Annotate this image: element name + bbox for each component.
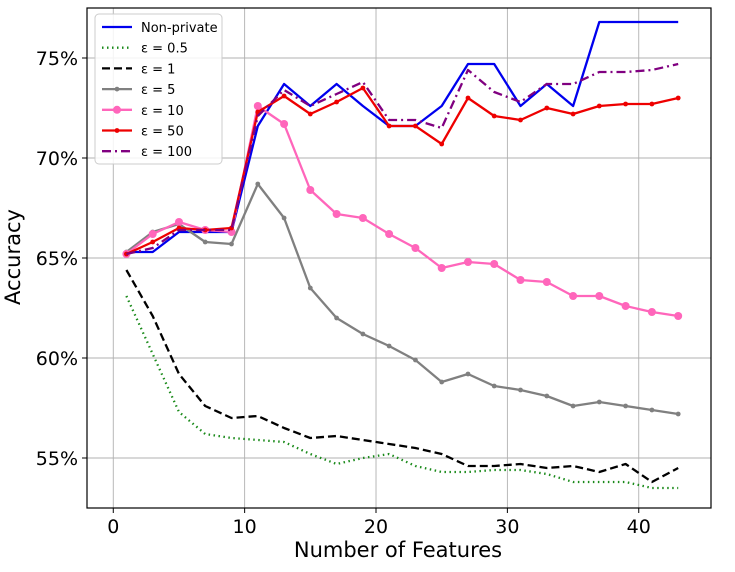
data-point — [148, 230, 157, 238]
series-line — [126, 62, 679, 256]
legend-box — [94, 13, 223, 165]
legend-item: ε = 10 — [102, 104, 184, 119]
series-2 — [125, 269, 679, 484]
data-point — [307, 285, 313, 291]
data-point — [386, 123, 392, 129]
data-point — [649, 407, 655, 413]
legend-marker — [113, 105, 121, 114]
data-point — [411, 244, 420, 252]
y-axis-label: Accuracy — [1, 209, 25, 305]
data-point — [413, 357, 418, 363]
data-point — [306, 186, 315, 194]
y-tick-label: 65% — [36, 248, 78, 270]
series-3 — [124, 181, 681, 417]
y-tick-label: 75% — [36, 48, 78, 70]
data-point — [464, 258, 472, 266]
legend-label: ε = 1 — [141, 62, 175, 77]
data-point — [647, 308, 656, 316]
data-point — [332, 210, 341, 218]
data-point — [490, 260, 499, 268]
legend-marker — [114, 86, 120, 92]
data-point — [175, 218, 183, 226]
series-6 — [126, 62, 679, 256]
data-point — [255, 181, 261, 187]
data-point — [202, 227, 208, 233]
data-point — [596, 399, 602, 405]
series-layer — [122, 20, 683, 490]
data-point — [386, 343, 392, 349]
data-point — [360, 331, 366, 337]
legend-label: ε = 5 — [141, 83, 175, 98]
data-point — [569, 292, 578, 300]
data-point — [595, 292, 604, 300]
data-point — [465, 95, 471, 101]
y-tick-label: 55% — [36, 448, 78, 470]
legend: Non-private ε = 0.5 ε = 1 ε = 5 ε = 10 ε = 50… — [94, 13, 223, 165]
data-point — [621, 302, 630, 310]
data-point — [439, 141, 445, 147]
legend-item: ε = 50 — [102, 125, 184, 140]
data-point — [465, 371, 471, 377]
data-point — [281, 215, 287, 221]
x-axis-label: Number of Features — [294, 538, 502, 562]
data-point — [358, 214, 367, 222]
y-tick-label: 60% — [36, 348, 78, 370]
series-line — [125, 269, 679, 484]
y-axis-ticks: 55% 60% 65% 70% 75% — [36, 48, 87, 470]
data-point — [253, 102, 262, 110]
data-point — [570, 403, 576, 409]
legend-label: ε = 10 — [141, 104, 184, 119]
data-point — [280, 120, 289, 128]
data-point — [596, 103, 602, 109]
legend-item: ε = 1 — [102, 62, 175, 77]
data-point — [674, 312, 683, 320]
series-line — [125, 182, 679, 416]
data-point — [542, 278, 551, 286]
data-point — [675, 411, 681, 417]
y-tick-label: 70% — [36, 148, 78, 170]
x-tick-label: 40 — [627, 516, 651, 538]
legend-item: ε = 5 — [102, 83, 175, 98]
data-point — [544, 393, 550, 399]
data-point — [281, 93, 287, 99]
legend-item: ε = 0.5 — [102, 42, 188, 57]
legend-label: Non-private — [141, 21, 218, 36]
series-line — [125, 295, 679, 490]
data-point — [649, 101, 655, 107]
data-point — [518, 117, 523, 123]
data-point — [570, 111, 576, 117]
legend-marker — [114, 128, 120, 133]
legend-label: ε = 100 — [141, 145, 192, 160]
x-tick-label: 0 — [107, 516, 119, 538]
data-point — [385, 230, 394, 238]
data-point — [437, 264, 446, 272]
series-1 — [125, 295, 679, 490]
x-tick-label: 20 — [364, 516, 388, 538]
data-point — [413, 123, 418, 129]
data-point — [623, 101, 628, 107]
data-point — [360, 85, 366, 91]
x-tick-label: 10 — [233, 516, 257, 538]
data-point — [491, 383, 497, 389]
data-point — [518, 387, 523, 393]
x-tick-label: 30 — [495, 516, 519, 538]
data-point — [334, 315, 339, 321]
data-point — [544, 105, 550, 111]
legend-item: Non-private — [102, 21, 218, 36]
data-point — [623, 403, 628, 409]
data-point — [202, 239, 208, 245]
data-point — [150, 239, 156, 245]
data-point — [439, 379, 445, 385]
legend-label: ε = 0.5 — [141, 42, 188, 57]
data-point — [307, 111, 313, 117]
data-point — [229, 241, 234, 247]
data-point — [334, 99, 339, 105]
legend-item: ε = 100 — [102, 145, 192, 160]
data-point — [491, 113, 497, 119]
x-axis-ticks: 0 10 20 30 40 — [107, 508, 651, 538]
data-point — [675, 95, 681, 101]
legend-label: ε = 50 — [141, 125, 184, 140]
data-point — [516, 276, 525, 284]
